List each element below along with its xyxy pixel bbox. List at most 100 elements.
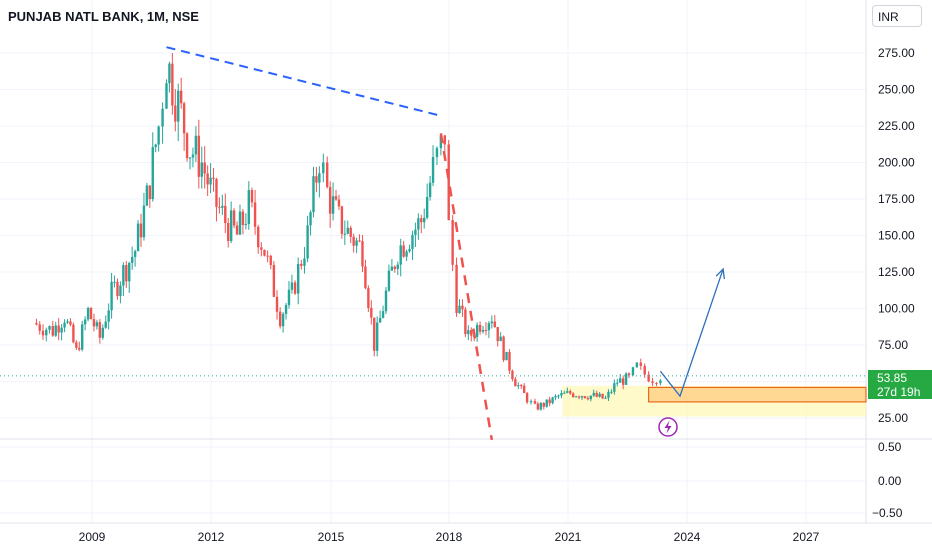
candle-body [402, 245, 405, 257]
candle-body [284, 305, 288, 314]
candle-body [539, 402, 543, 410]
candle-body [517, 385, 520, 387]
candle-body [405, 251, 408, 257]
candle-body [41, 330, 45, 336]
candle-body [148, 185, 152, 200]
candle-body [51, 326, 54, 336]
y-tick-label: 0.00 [878, 474, 902, 488]
candle-body [151, 147, 154, 200]
candle-body [373, 317, 376, 351]
x-tick-label: 2021 [555, 530, 582, 544]
candle-body [551, 397, 554, 404]
candle-body [370, 307, 373, 318]
candle-body [563, 392, 566, 394]
candle-body [577, 396, 581, 398]
candle-body [613, 383, 616, 392]
candle-body [655, 383, 658, 385]
candle-body [101, 327, 104, 338]
lightning-bolt-icon [664, 420, 672, 434]
candle-body [241, 211, 245, 226]
x-tick-label: 2027 [793, 530, 820, 544]
candle-body [263, 249, 266, 256]
candle-body [179, 90, 183, 104]
x-tick-label: 2018 [436, 530, 463, 544]
candle-body [57, 325, 60, 333]
last-price-tag: 53.85 27d 19h [868, 370, 932, 399]
candle-body [364, 266, 367, 289]
candle-body [116, 281, 119, 297]
candle-body [548, 399, 551, 404]
candle-body [188, 157, 192, 159]
candle-body [536, 403, 540, 410]
symbol-title: PUNJAB NATL BANK, 1M, NSE [8, 9, 199, 24]
candle-body [306, 225, 309, 259]
candle-body [250, 190, 254, 203]
candle-body [247, 190, 250, 224]
candle-body [411, 234, 414, 250]
candle-body [583, 396, 587, 399]
blue-dashed-trendline [166, 46, 442, 117]
candle-body [227, 222, 230, 242]
candle-body [260, 247, 263, 250]
candle-body [505, 352, 508, 361]
candle-body [522, 385, 526, 394]
candle-body [139, 223, 143, 238]
candle-body [275, 296, 279, 312]
candle-body [281, 313, 285, 327]
candle-body [580, 396, 584, 398]
candle-body [571, 393, 575, 397]
candle-body [435, 148, 439, 158]
candle-body [554, 396, 557, 398]
currency-selector[interactable]: INR [872, 5, 922, 27]
candle-body [431, 157, 435, 183]
candle-body [639, 362, 642, 366]
candle-body [569, 391, 572, 394]
candle-body [35, 323, 38, 325]
candle-body [174, 105, 177, 122]
candle-body [185, 133, 189, 159]
candle-body [529, 401, 533, 403]
y-tick-label: 150.00 [878, 229, 915, 243]
y-tick-label: 275.00 [878, 46, 915, 60]
candle-body [490, 321, 494, 324]
candle-body [48, 326, 51, 330]
candle-body [122, 265, 125, 286]
y-tick-label: 250.00 [878, 83, 915, 97]
candle-body [574, 396, 578, 398]
candle-body [244, 223, 248, 226]
candle-body [287, 289, 291, 306]
candle-body [221, 205, 224, 208]
candle-body [393, 266, 397, 269]
candle-body [142, 205, 146, 238]
candle-body [508, 352, 511, 371]
candle-body [203, 162, 206, 174]
candle-body [128, 262, 131, 282]
candle-body [443, 135, 446, 145]
candle-body [349, 227, 352, 237]
candle-body [487, 323, 491, 331]
candle-body [235, 225, 239, 235]
candle-body [439, 135, 443, 149]
candle-body [461, 305, 464, 310]
candle-body [296, 263, 300, 294]
candle-body [647, 374, 650, 382]
x-tick-label: 2009 [79, 530, 106, 544]
y-tick-label: 125.00 [878, 265, 915, 279]
candle-body [63, 322, 66, 328]
candle-body [209, 177, 212, 185]
candle-body [484, 330, 488, 332]
candle-body [98, 322, 102, 338]
candle-body [194, 135, 198, 155]
candle-body [257, 226, 260, 248]
projection-arrowhead [715, 267, 725, 280]
candle-body [340, 206, 344, 234]
candle-body [616, 382, 619, 384]
candle-body [624, 373, 628, 385]
candle-body [499, 336, 502, 342]
x-tick-label: 2024 [674, 530, 701, 544]
candle-body [592, 392, 595, 396]
candle-body [417, 218, 420, 230]
projection-path [659, 268, 724, 398]
candle-body [269, 255, 272, 265]
